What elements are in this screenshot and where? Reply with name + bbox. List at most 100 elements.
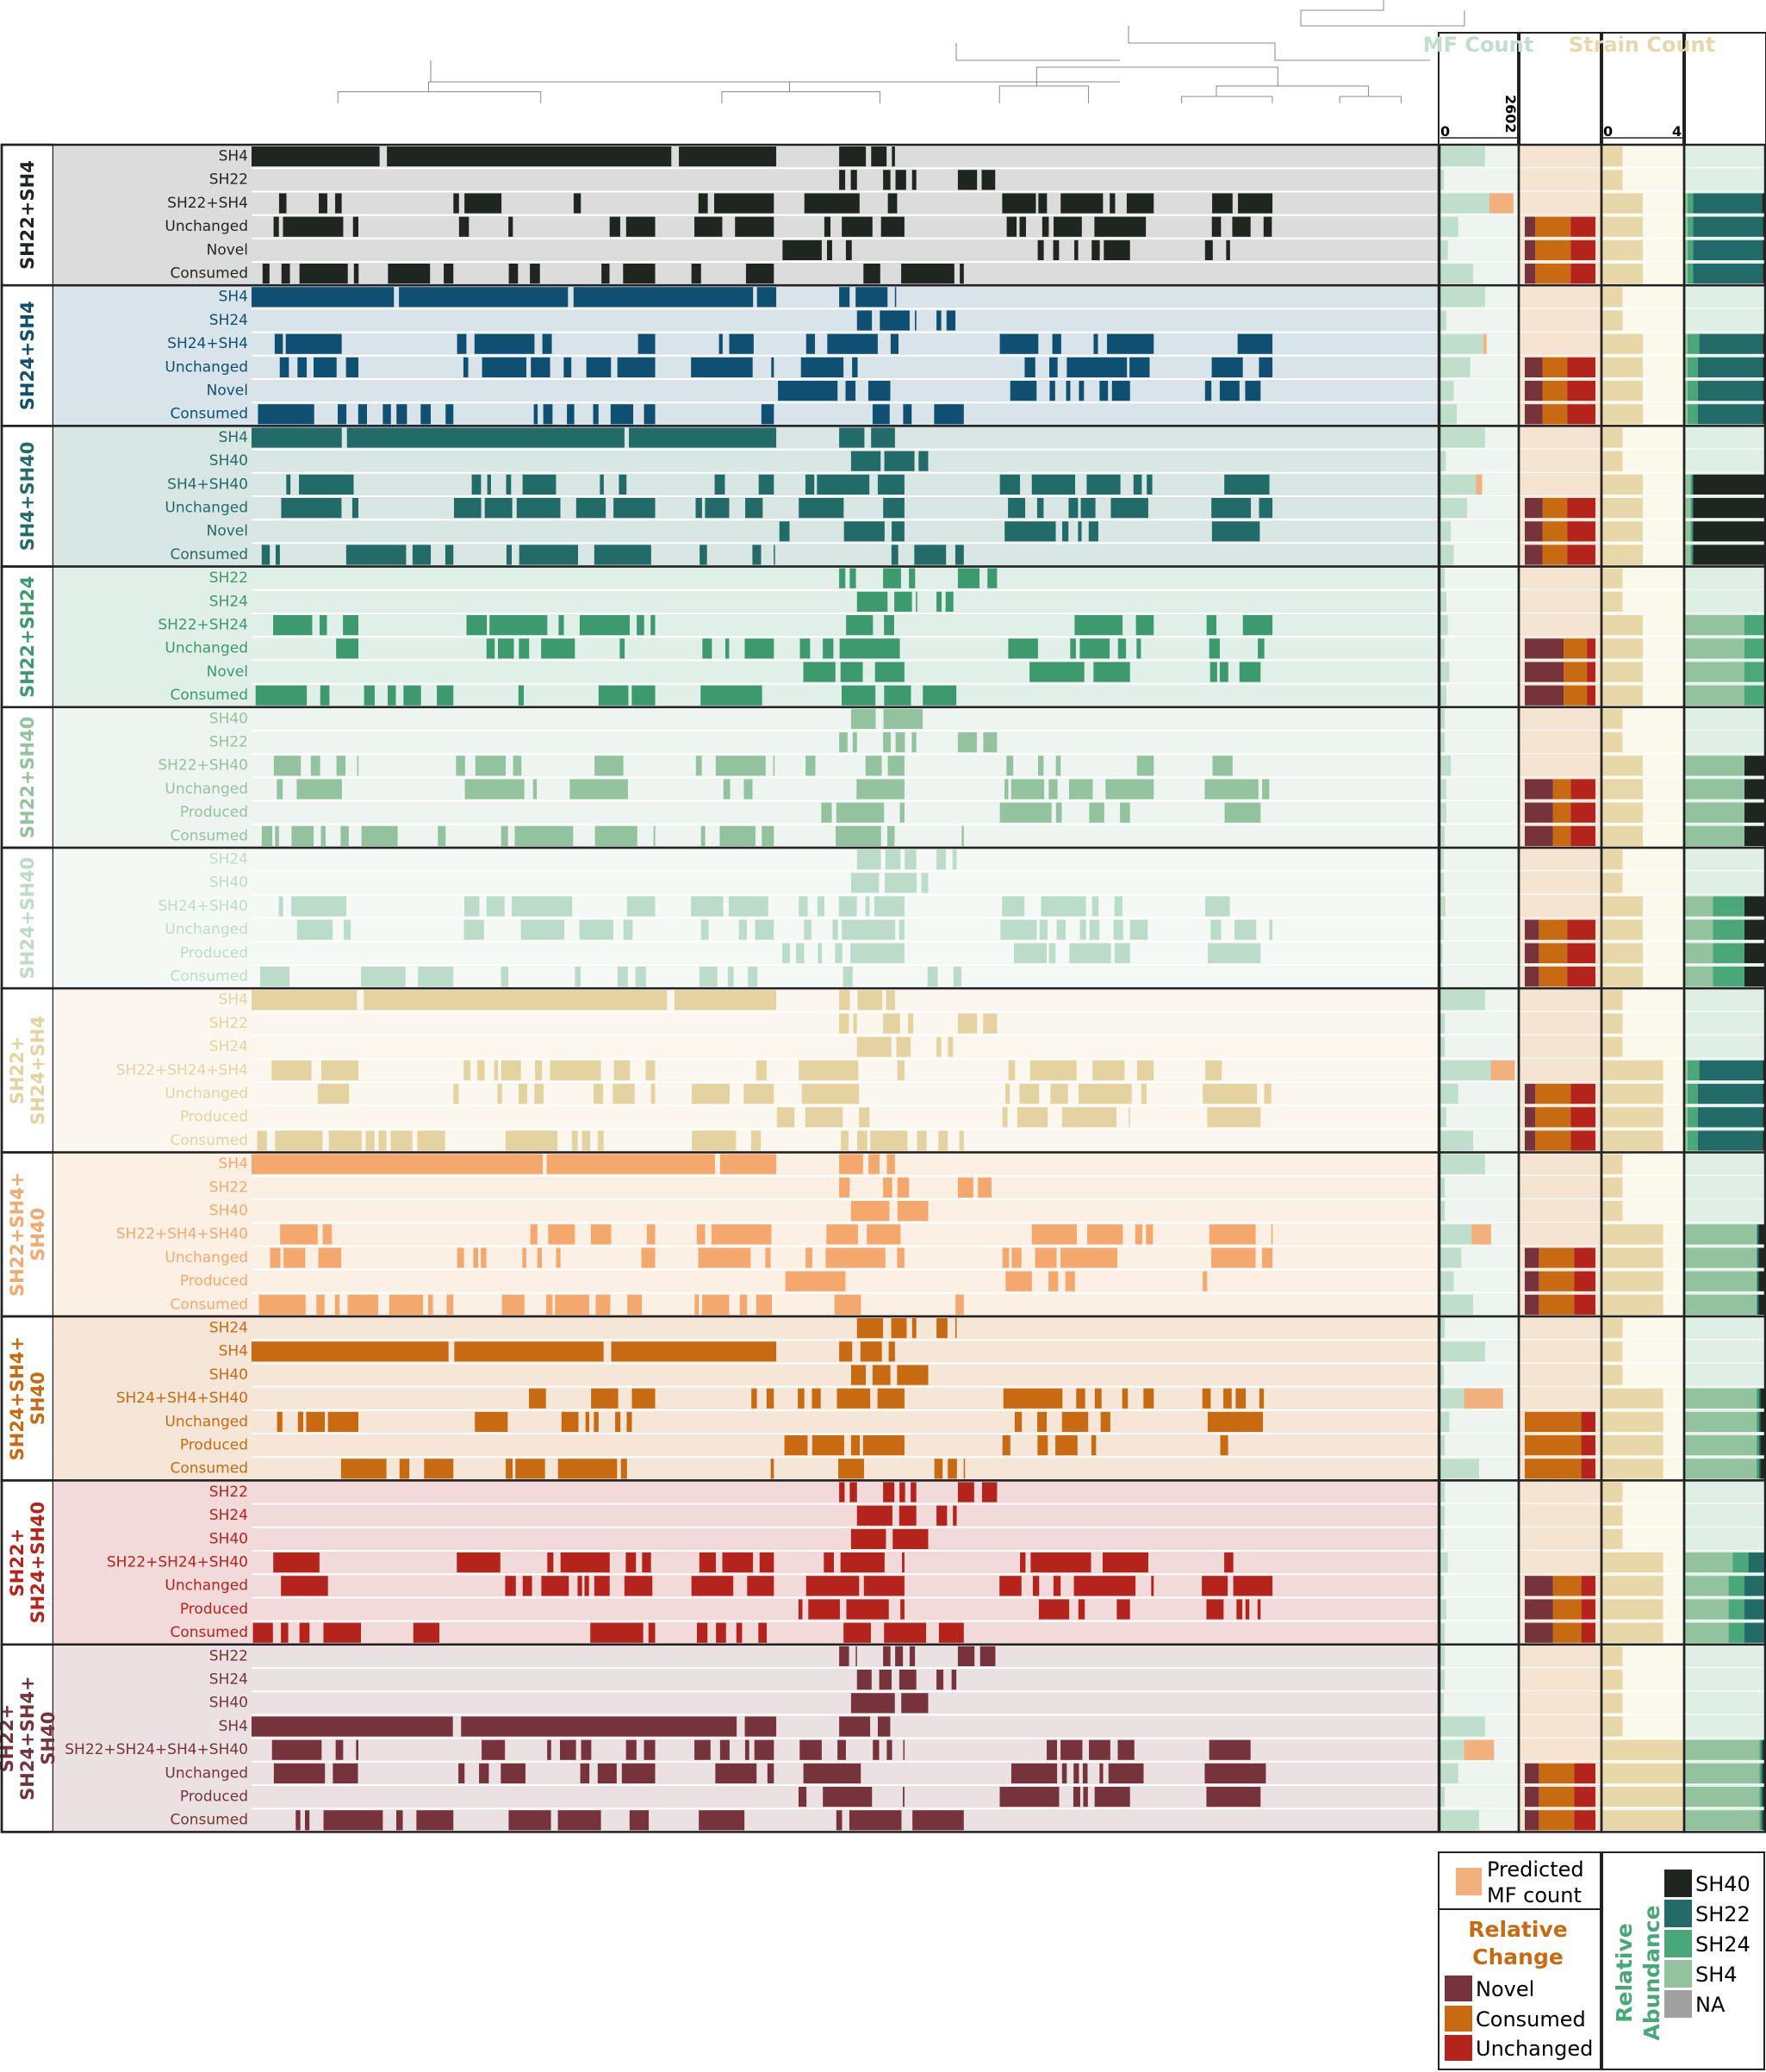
heat-segment	[1211, 357, 1243, 377]
heat-segment	[635, 967, 646, 987]
heat-segment	[1089, 802, 1104, 823]
mf-cell	[1440, 637, 1518, 661]
strain-count-bar	[1602, 1294, 1663, 1315]
row-label: SH22+SH24+SH4	[116, 1061, 248, 1079]
heat-segment	[1030, 1552, 1091, 1573]
heat-segment	[845, 381, 856, 401]
heat-segment	[1242, 615, 1273, 636]
relative-change-segment	[1525, 1107, 1536, 1128]
heat-row	[252, 451, 1439, 472]
heat-segment	[520, 919, 565, 940]
mf-count-bar	[1440, 146, 1485, 167]
heat-segment	[799, 498, 844, 519]
mf-cell	[1440, 1597, 1518, 1621]
mf-cell	[1440, 1503, 1518, 1528]
heat-segment	[463, 896, 480, 917]
heat-segment	[508, 216, 513, 237]
heat-segment	[1099, 1763, 1104, 1783]
heat-segment	[497, 638, 514, 659]
heat-segment	[297, 1411, 304, 1432]
heat-segment	[896, 1036, 911, 1057]
relative-change-segment	[1525, 1763, 1539, 1783]
relative-change-segment	[1570, 802, 1595, 823]
heat-segment	[546, 1294, 553, 1315]
heat-segment	[555, 1294, 589, 1315]
mf-count-bar	[1440, 1576, 1445, 1596]
heat-segment	[270, 1248, 281, 1268]
relative-abundance-segment	[1758, 1459, 1761, 1479]
mf-count-bar	[1440, 1693, 1445, 1714]
mf-count-bar	[1440, 1411, 1450, 1432]
heat-segment	[714, 474, 725, 495]
heat-segment	[691, 264, 701, 284]
row-label: SH4	[219, 429, 248, 446]
heat-segment	[917, 1130, 927, 1151]
relative-change-segment	[1525, 1459, 1582, 1479]
heat-segment	[597, 1130, 604, 1151]
row-label: SH4	[219, 992, 248, 1009]
relative-change-segment	[1525, 404, 1543, 425]
mf-cell	[1440, 613, 1518, 638]
relative-change-segment	[1567, 381, 1595, 401]
heat-segment	[719, 1154, 777, 1174]
mf-count-bar	[1440, 662, 1450, 682]
heat-row	[252, 1505, 1439, 1527]
heat-segment	[1209, 1739, 1251, 1760]
heat-segment	[805, 1576, 860, 1596]
relative-change-segment	[1564, 662, 1588, 682]
heat-segment	[798, 1599, 803, 1620]
relative-change-segment	[1535, 1107, 1571, 1128]
strain-count-bar	[1602, 1810, 1683, 1831]
heat-segment	[839, 1154, 863, 1174]
heat-segment	[1055, 802, 1062, 823]
heat-segment	[936, 1318, 948, 1339]
relative-abundance-segment	[1760, 1388, 1764, 1409]
strain-count-bar	[1602, 568, 1623, 588]
heat-segment	[252, 427, 342, 448]
heat-segment	[886, 1739, 892, 1760]
heat-segment	[546, 1154, 715, 1174]
heat-segment	[417, 1130, 445, 1151]
heat-segment	[646, 1224, 656, 1245]
mf-count-bar	[1440, 264, 1474, 284]
heat-segment	[799, 1060, 859, 1080]
relative-abundance-segment	[1685, 943, 1713, 963]
relative-change-segment	[1581, 1622, 1595, 1643]
heat-row	[252, 614, 1439, 636]
relative-change-segment	[1539, 967, 1568, 987]
heat-segment	[457, 1552, 501, 1573]
heat-segment	[838, 1459, 864, 1479]
row-label: SH22+SH40	[158, 757, 248, 775]
mf-axis-min: 0	[1440, 123, 1450, 140]
mf-cell	[1440, 894, 1518, 918]
heat-segment	[758, 1622, 768, 1643]
heat-segment	[1136, 638, 1141, 659]
heat-segment	[1206, 1787, 1261, 1808]
heat-segment	[759, 1552, 774, 1573]
heat-segment	[999, 1576, 1022, 1596]
ab-cell	[1685, 1363, 1764, 1387]
heat-segment	[883, 498, 905, 519]
heat-segment	[699, 1810, 745, 1831]
heat-segment	[696, 1622, 708, 1643]
relative-abundance-segment	[1685, 896, 1713, 917]
heat-segment	[955, 1294, 964, 1315]
heat-segment	[1209, 662, 1217, 682]
strain-count-bar	[1602, 638, 1643, 659]
ab-cell	[1685, 285, 1764, 309]
heat-segment	[1062, 521, 1069, 542]
heat-segment	[857, 990, 883, 1011]
heat-segment	[1065, 1271, 1075, 1291]
heat-segment	[1089, 1739, 1110, 1760]
heat-segment	[839, 990, 850, 1011]
heat-segment	[560, 1552, 610, 1573]
heat-segment	[700, 919, 709, 940]
heat-segment	[936, 1505, 948, 1526]
heat-segment	[936, 1670, 944, 1690]
row-label: SH22	[209, 733, 248, 750]
ab-cell	[1685, 1175, 1764, 1199]
heat-segment	[571, 1130, 578, 1151]
mf-cell	[1440, 1621, 1518, 1645]
relative-change-segment	[1567, 943, 1595, 963]
heat-segment	[744, 1716, 777, 1737]
